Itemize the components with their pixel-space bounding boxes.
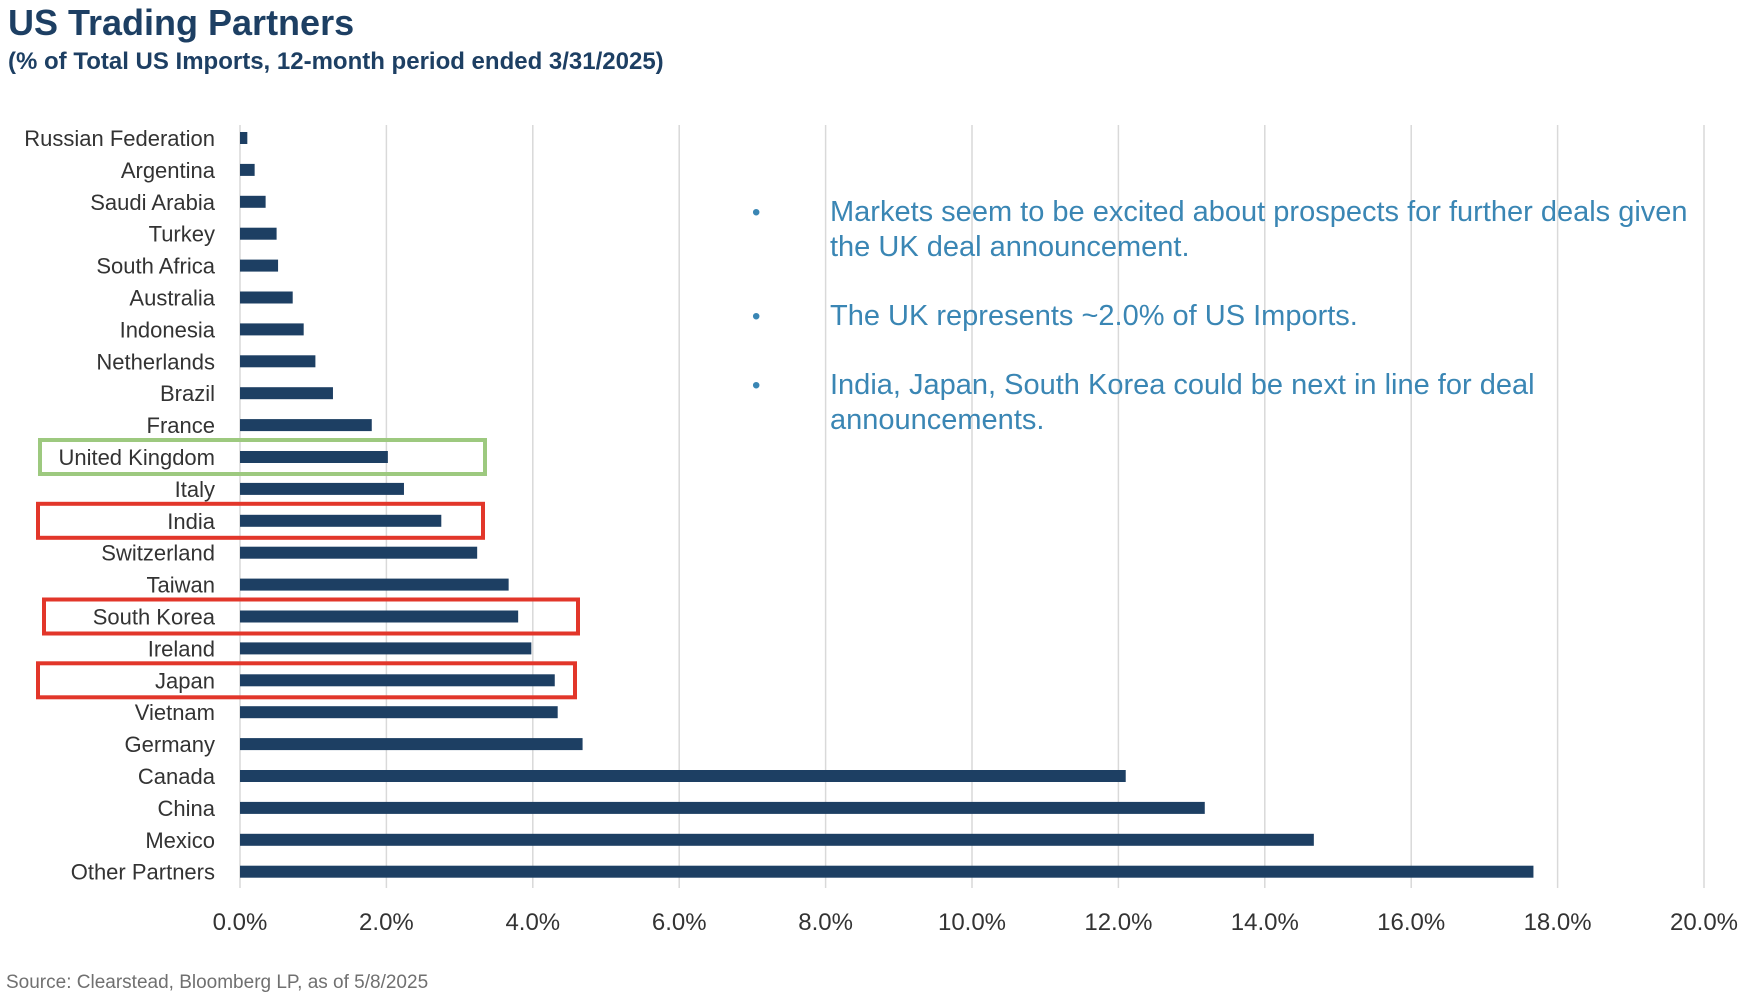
bullet-text: The UK represents ~2.0% of US Imports. (830, 300, 1358, 332)
category-label: India (167, 509, 215, 534)
bullet-dot-icon: • (752, 303, 761, 330)
bar (240, 833, 1314, 846)
bullet-item: • Markets seem to be excited about prosp… (752, 195, 1732, 265)
source-note: Source: Clearstead, Bloomberg LP, as of … (6, 972, 429, 993)
bullet-dot-icon: • (752, 372, 761, 399)
category-label: Brazil (160, 381, 215, 406)
category-label: Canada (138, 764, 216, 789)
bar (240, 610, 519, 623)
bar (240, 738, 583, 751)
x-tick-label: 10.0% (938, 909, 1006, 936)
highlight-box (42, 597, 580, 636)
category-label: China (158, 796, 216, 821)
category-label: France (147, 413, 215, 438)
bullet-text: India, Japan, South Korea could be next … (830, 369, 1535, 436)
x-tick-label: 18.0% (1524, 909, 1592, 936)
bar (240, 387, 333, 400)
x-tick-label: 6.0% (652, 909, 707, 936)
category-label: United Kingdom (58, 445, 215, 470)
bar (240, 546, 478, 559)
bar (240, 514, 442, 527)
x-tick-label: 12.0% (1084, 909, 1152, 936)
x-tick-label: 2.0% (359, 909, 414, 936)
category-label: Netherlands (96, 349, 215, 374)
bar (240, 163, 255, 176)
category-label: Vietnam (135, 700, 215, 725)
bar (240, 323, 304, 336)
x-tick-label: 4.0% (505, 909, 560, 936)
highlight-box (36, 661, 577, 700)
bar (240, 195, 266, 208)
category-label: Turkey (149, 222, 215, 247)
bar (240, 259, 279, 272)
x-tick-label: 0.0% (213, 909, 268, 936)
bar (240, 801, 1205, 814)
category-label: Australia (129, 286, 215, 311)
commentary-bullets: • Markets seem to be excited about prosp… (752, 195, 1732, 472)
category-labels: Russian Federation Argentina Saudi Arabia T… (24, 126, 216, 885)
category-label: Indonesia (120, 317, 216, 342)
highlight-box (38, 438, 487, 476)
category-label: South Africa (96, 254, 215, 279)
category-label: Russian Federation (24, 126, 215, 151)
x-tick-label: 14.0% (1231, 909, 1299, 936)
chart-subtitle: (% of Total US Imports, 12-month period … (8, 48, 664, 75)
chart-title: US Trading Partners (8, 2, 355, 43)
bars (240, 132, 1534, 878)
category-label: Ireland (148, 636, 215, 661)
bar (240, 578, 509, 591)
bar (240, 132, 248, 144)
bar (240, 674, 555, 687)
x-tick-label: 20.0% (1670, 909, 1738, 936)
bar (240, 419, 372, 432)
x-tick-label: 8.0% (798, 909, 853, 936)
x-axis-tick-labels: 0.0% 2.0% 4.0% 6.0% 8.0% 10.0% 12.0% 14.0% 16.0%… (213, 909, 1738, 936)
bar (240, 865, 1534, 878)
highlight-box (36, 501, 485, 540)
highlight-boxes (36, 438, 580, 700)
bullet-text: Markets seem to be excited about prospec… (830, 196, 1688, 263)
bar (240, 770, 1126, 782)
category-label: Italy (175, 477, 215, 502)
category-label: Taiwan (147, 573, 215, 598)
bar (240, 227, 277, 240)
category-label: Argentina (121, 158, 216, 183)
category-label: South Korea (93, 605, 216, 630)
category-label: Other Partners (71, 860, 215, 885)
bar (240, 482, 404, 495)
category-label: Switzerland (101, 541, 215, 566)
category-label: Germany (125, 732, 215, 757)
bar (240, 642, 532, 655)
bullet-item: • The UK represents ~2.0% of US Imports. (752, 299, 1732, 334)
category-label: Mexico (145, 828, 215, 853)
bullet-item: • India, Japan, South Korea could be nex… (752, 368, 1732, 438)
bar-chart: Russian Federation Argentina Saudi Arabia T… (24, 125, 1738, 936)
x-tick-label: 16.0% (1377, 909, 1445, 936)
category-label: Saudi Arabia (90, 190, 216, 215)
bar (240, 291, 293, 304)
bar (240, 451, 388, 463)
bullet-dot-icon: • (752, 199, 761, 226)
bar (240, 355, 316, 368)
grid-lines (239, 125, 1705, 888)
category-label: Japan (155, 668, 215, 693)
bar (240, 706, 558, 719)
